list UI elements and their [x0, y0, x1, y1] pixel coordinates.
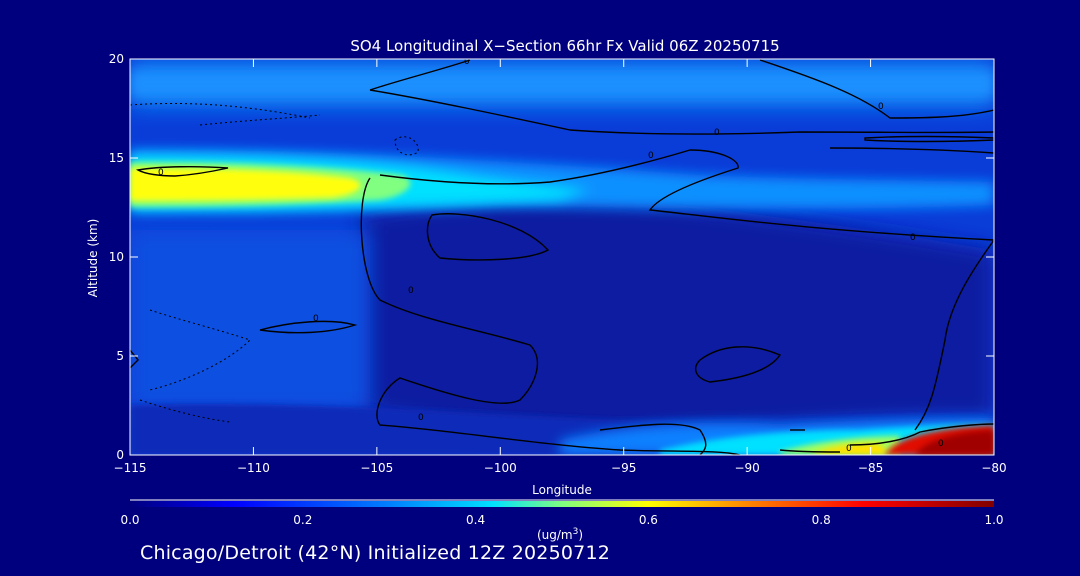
contour-label: 0	[313, 314, 319, 324]
contour-line	[759, 59, 994, 119]
contour-lines	[130, 59, 994, 455]
contour-line	[379, 149, 994, 241]
x-tick-label: −100	[484, 461, 517, 475]
field-dark-mid	[360, 199, 994, 440]
contour-label: 0	[464, 57, 470, 67]
y-tick-label: 15	[109, 151, 124, 165]
concentration-field: 0 0 0 0 0 0 0 0 0 0 0	[130, 57, 994, 455]
contour-line	[360, 177, 741, 455]
contour-line	[694, 346, 782, 383]
colorbar-tick-label: 0.4	[466, 513, 485, 527]
y-axis: 0 5 10 15 20	[109, 52, 994, 462]
contour-labels: 0 0 0 0 0 0 0 0 0 0 0	[158, 57, 944, 454]
contour-line-dashed	[394, 136, 419, 156]
x-tick-label: −115	[114, 461, 147, 475]
field-bl-darkred	[915, 430, 994, 455]
field-layer-yellow	[130, 168, 361, 201]
y-tick-label: 0	[116, 448, 124, 462]
x-tick-label: −90	[734, 461, 759, 475]
y-tick-label: 5	[116, 349, 124, 363]
contour-line	[914, 239, 994, 431]
contour-line-dashed	[199, 114, 321, 126]
contour-label: 0	[648, 151, 654, 161]
contour-label: 0	[910, 233, 916, 243]
contour-line	[369, 59, 471, 91]
x-tick-label: −110	[237, 461, 270, 475]
contour-line	[426, 213, 550, 261]
contour-line	[864, 135, 994, 143]
x-axis-label: Longitude	[532, 483, 592, 497]
x-tick-label: −105	[360, 461, 393, 475]
chart-title: SO4 Longitudinal X−Section 66hr Fx Valid…	[350, 37, 779, 55]
footer-caption: Chicago/Detroit (42°N) Initialized 12Z 2…	[140, 542, 611, 564]
colorbar-units: (ug/m3)	[537, 527, 583, 542]
field-upper-band-core	[130, 70, 994, 98]
contour-line	[259, 320, 358, 334]
colorbar-units-close: )	[578, 528, 583, 542]
contour-line	[130, 349, 139, 369]
y-axis-label: Altitude (km)	[86, 219, 100, 298]
contour-label: 0	[418, 413, 424, 423]
y-tick-label: 20	[109, 52, 124, 66]
contour-line	[829, 147, 994, 154]
x-axis: −115 −110 −105 −100 −95 −90 −85 −80	[114, 59, 1007, 475]
field-west-low	[130, 230, 370, 410]
contour-label: 0	[408, 286, 414, 296]
colorbar	[130, 501, 994, 507]
contour-label: 0	[714, 128, 720, 138]
contour-line	[779, 449, 841, 453]
x-tick-label: −95	[611, 461, 636, 475]
contour-line-dashed	[149, 309, 251, 391]
x-tick-label: −85	[858, 461, 883, 475]
colorbar-tick-label: 1.0	[984, 513, 1003, 527]
contour-label: 0	[938, 439, 944, 449]
colorbar-units-open: (ug/m	[537, 528, 573, 542]
colorbar-tick-label: 0.0	[120, 513, 139, 527]
contour-label: 0	[878, 102, 884, 112]
y-tick-label: 10	[109, 250, 124, 264]
contour-line	[369, 89, 994, 135]
colorbar-tick-label: 0.2	[293, 513, 312, 527]
colorbar-tick-label: 0.6	[639, 513, 658, 527]
contour-line-dashed	[139, 399, 231, 423]
colorbar-ticks: 0.0 0.2 0.4 0.6 0.8 1.0	[120, 513, 1003, 527]
contour-line	[599, 423, 707, 455]
colorbar-units-superscript: 3	[573, 527, 579, 537]
contour-lines-dashed	[130, 102, 419, 423]
contour-label: 0	[158, 168, 164, 178]
contour-line	[135, 165, 229, 177]
contour-line	[849, 423, 994, 446]
contour-label: 0	[846, 444, 852, 454]
colorbar-tick-label: 0.8	[812, 513, 831, 527]
x-tick-label: −80	[981, 461, 1006, 475]
